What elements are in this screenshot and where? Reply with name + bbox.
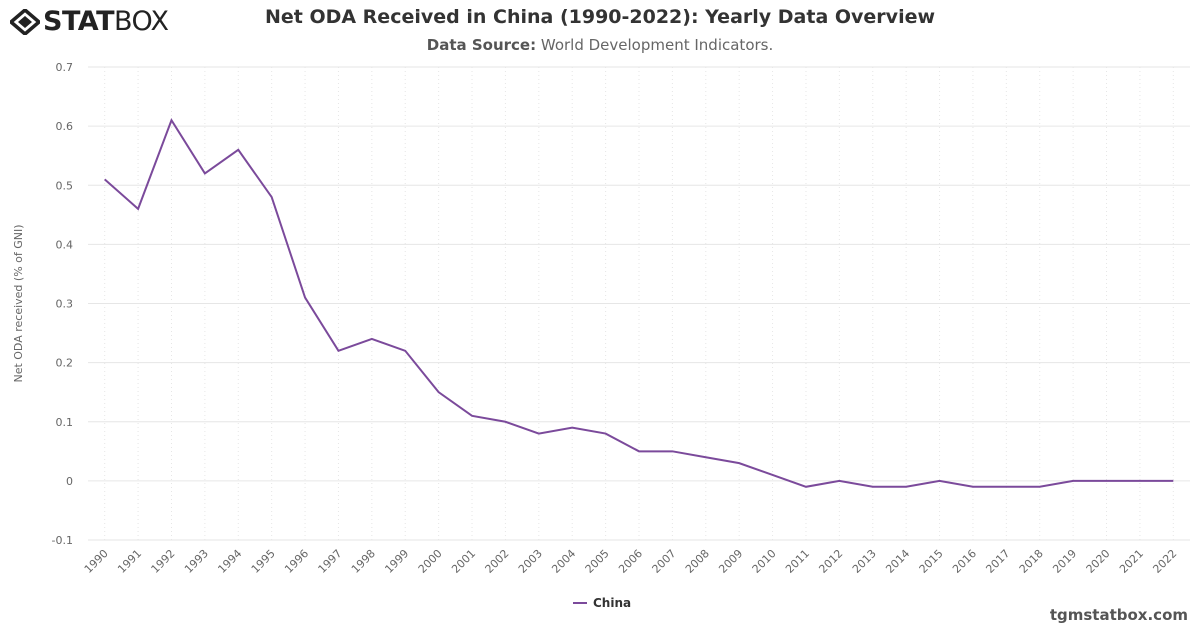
x-tick-label: 1994	[215, 547, 244, 576]
logo-diamond-icon	[10, 8, 40, 35]
y-tick-label: 0	[66, 475, 73, 488]
chart-title: Net ODA Received in China (1990-2022): Y…	[264, 6, 936, 28]
x-tick-label: 2011	[783, 547, 812, 576]
y-tick-label: 0.6	[56, 120, 74, 133]
x-tick-label: 2003	[516, 547, 545, 576]
x-tick-label: 1997	[316, 547, 345, 576]
y-tick-label: -0.1	[52, 534, 73, 547]
x-tick-label: 1996	[282, 547, 311, 576]
x-tick-label: 2018	[1017, 547, 1046, 576]
x-tick-label: 2016	[950, 547, 979, 576]
x-tick-label: 1993	[182, 547, 211, 576]
x-tick-label: 2007	[650, 547, 679, 576]
x-tick-label: 1991	[115, 547, 144, 576]
legend-label-china: China	[593, 596, 631, 610]
x-tick-label: 2020	[1084, 547, 1113, 576]
x-tick-label: 2006	[616, 547, 645, 576]
y-tick-label: 0.4	[56, 238, 74, 251]
y-tick-label: 0.3	[56, 298, 74, 311]
x-tick-label: 2008	[683, 547, 712, 576]
y-tick-label: 0.2	[56, 357, 74, 370]
x-tick-label: 1998	[349, 547, 378, 576]
x-tick-label: 2014	[883, 547, 912, 576]
x-tick-label: 2022	[1150, 547, 1179, 576]
y-tick-label: 0.1	[56, 416, 74, 429]
y-tick-label: 0.5	[56, 179, 74, 192]
x-tick-label: 2015	[917, 547, 946, 576]
series-line-china	[104, 117, 1174, 488]
x-tick-label: 2001	[449, 547, 478, 576]
source-label: Data Source:	[426, 36, 537, 54]
x-tick-label: 1995	[249, 547, 278, 576]
x-tick-label: 2017	[983, 547, 1012, 576]
x-tick-label: 1999	[382, 547, 411, 576]
x-tick-label: 2009	[716, 547, 745, 576]
data-source: Data Source: World Development Indicator…	[0, 36, 1200, 54]
y-tick-label: 0.7	[56, 61, 74, 74]
source-value: World Development Indicators.	[540, 36, 774, 54]
x-tick-label: 2012	[816, 547, 845, 576]
x-tick-label: 1992	[149, 547, 178, 576]
y-axis-label: Net ODA received (% of GNI)	[12, 224, 25, 382]
x-tick-label: 2004	[549, 547, 578, 576]
x-tick-label: 2010	[750, 547, 779, 576]
x-tick-label: 2013	[850, 547, 879, 576]
x-tick-label: 2021	[1117, 547, 1146, 576]
statbox-logo: STATBOX	[10, 6, 169, 37]
x-tick-label: 2005	[583, 547, 612, 576]
x-tick-label: 2019	[1050, 547, 1079, 576]
x-tick-label: 2002	[483, 547, 512, 576]
x-tick-label: 2000	[416, 547, 445, 576]
x-tick-label: 1990	[82, 547, 111, 576]
footer-site: tgmstatbox.com	[1049, 606, 1188, 624]
